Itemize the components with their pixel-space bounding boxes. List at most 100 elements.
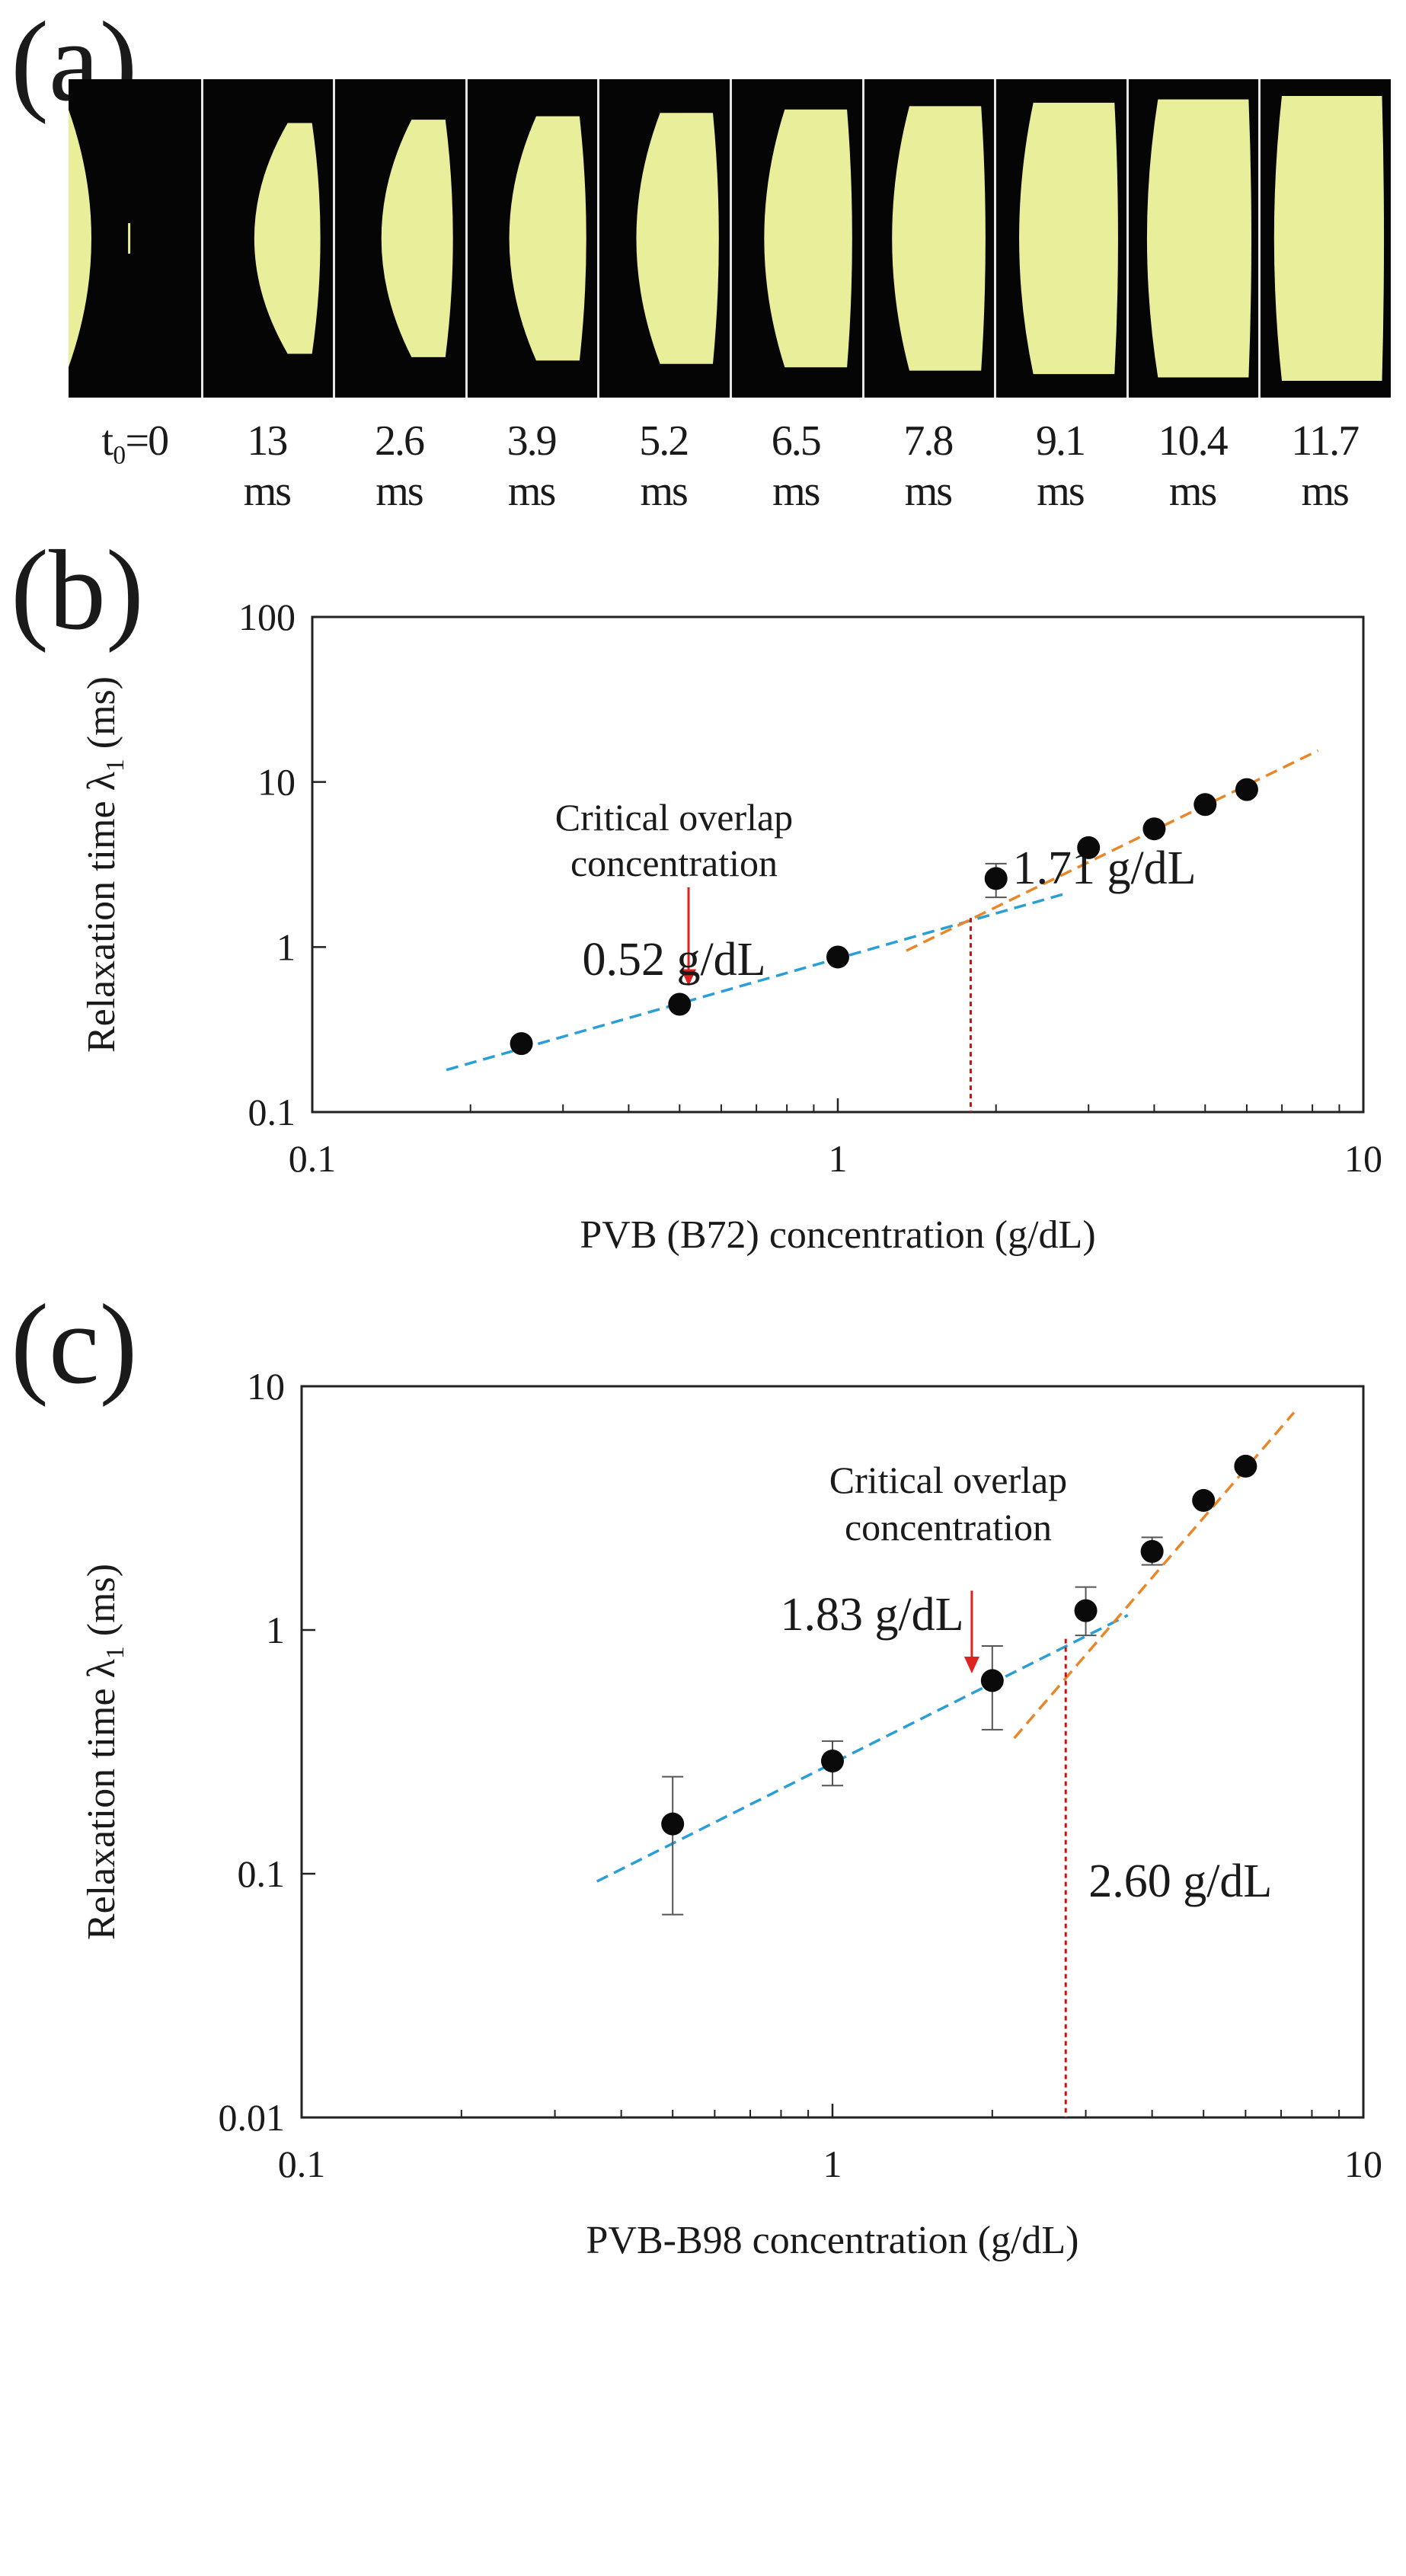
frame-time-unit: ms xyxy=(1301,468,1350,515)
data-point xyxy=(1142,817,1166,841)
x-tick-label: 0.1 xyxy=(289,1137,337,1180)
frame-time-unit: ms xyxy=(904,468,953,515)
frame-time-value: 3.9 xyxy=(506,417,558,465)
fit-line-semi-dilute xyxy=(1013,1411,1296,1740)
frame-time-value: 9.1 xyxy=(1035,417,1086,465)
y-axis-label: Relaxation time λ1 (ms) xyxy=(80,1564,129,1940)
droplet-shape xyxy=(465,79,586,398)
frame-time-label: 7.8 ms xyxy=(862,416,995,516)
frame-time-label: t₀=0 xyxy=(69,416,201,466)
droplet-shape xyxy=(1126,79,1251,398)
frame-divider xyxy=(1258,79,1261,398)
droplet-body xyxy=(509,116,586,361)
frame-time-value: 5.2 xyxy=(639,417,689,465)
y-axis-label-main: Relaxation time λ xyxy=(80,772,123,1053)
droplet-body xyxy=(254,123,321,354)
droplet-body xyxy=(1019,102,1119,375)
frame-divider xyxy=(730,79,732,398)
y-tick-label: 10 xyxy=(257,761,296,804)
frame-time-unit: ms xyxy=(1037,468,1085,515)
strip-frame xyxy=(994,79,1126,398)
frame-time-value: 10.4 xyxy=(1158,417,1229,465)
strip-frame xyxy=(1258,79,1391,398)
data-point xyxy=(1194,793,1217,817)
annotation-text: Critical overlap xyxy=(829,1459,1067,1501)
strip-frame xyxy=(200,79,334,398)
overlap-arrow-head xyxy=(963,1656,979,1673)
frame-time-label: 6.5 ms xyxy=(730,416,862,516)
frame-time-value: 2.6 xyxy=(374,417,425,465)
strip-frame xyxy=(730,79,862,398)
frame-time-value: t₀=0 xyxy=(101,417,169,465)
data-point xyxy=(661,1812,685,1836)
data-point xyxy=(510,1032,533,1056)
frame-time-value: 7.8 xyxy=(903,417,954,465)
crossover-label: 1.71 g/dL xyxy=(1012,842,1196,894)
frame-time-unit: ms xyxy=(772,468,820,515)
chart-b: 0.1 1 10 0.1 1 10 100 PVB (B72) concentration (… xyxy=(80,596,1382,1257)
crossover-label: 2.60 g/dL xyxy=(1088,1855,1272,1907)
y-tick-label: 10 xyxy=(247,1365,285,1408)
droplet-left xyxy=(69,110,91,367)
x-axis-label: PVB (B72) concentration (g/dL) xyxy=(580,1213,1095,1257)
frame-divider xyxy=(994,79,997,398)
droplet-body xyxy=(891,106,986,371)
frame-time-unit: ms xyxy=(640,468,689,515)
droplet-body xyxy=(636,113,720,364)
droplet-shape xyxy=(333,79,453,398)
x-tick-label: 10 xyxy=(1344,2143,1382,2185)
droplet-shape xyxy=(69,110,131,367)
panel-label-b: (b) xyxy=(11,527,144,654)
y-axis-label-unit: (ms) xyxy=(80,1564,123,1646)
strip-frame xyxy=(333,79,465,398)
data-point xyxy=(1140,1539,1164,1563)
frame-time-label: 2.6 ms xyxy=(333,416,465,516)
data-point xyxy=(826,945,849,969)
annotation-text: Critical overlap xyxy=(555,796,793,839)
annotation-text: 0.52 g/dL xyxy=(582,934,765,986)
data-point xyxy=(1074,1599,1098,1622)
y-tick-label: 100 xyxy=(238,596,296,638)
y-tick-label: 1 xyxy=(276,925,296,968)
y-tick-label: 1 xyxy=(266,1609,285,1651)
y-axis-label-unit: (ms) xyxy=(80,676,123,759)
data-point xyxy=(1077,836,1101,859)
data-point xyxy=(821,1750,844,1773)
frame-divider xyxy=(1126,79,1129,398)
frame-time-label: 13 ms xyxy=(201,416,334,516)
droplet-shape xyxy=(861,79,986,398)
frame-time-value: 13 xyxy=(247,417,288,465)
data-point xyxy=(668,992,692,1016)
x-tick-label: 0.1 xyxy=(278,2143,326,2185)
y-tick-label: 0.1 xyxy=(248,1091,296,1133)
annotation-text: 1.83 g/dL xyxy=(780,1589,963,1641)
y-axis-label-subscript: 1 xyxy=(101,1646,129,1659)
droplet-shape xyxy=(200,79,321,398)
frame-time-label: 10.4 ms xyxy=(1126,416,1259,516)
y-axis-label-subscript: 1 xyxy=(101,759,129,772)
panel-label-c: (c) xyxy=(11,1281,138,1408)
frame-time-unit: ms xyxy=(1168,468,1217,515)
frame-time-value: 11.7 xyxy=(1291,417,1360,465)
frame-divider xyxy=(465,79,468,398)
frame-time-label: 9.1 ms xyxy=(994,416,1126,516)
droplet-body xyxy=(1274,96,1385,381)
strip-frame xyxy=(597,79,730,398)
strip-frame xyxy=(861,79,995,398)
overlap-arrow-head xyxy=(681,969,697,986)
frame-time-unit: ms xyxy=(375,468,423,515)
frame-divider xyxy=(861,79,864,398)
data-point xyxy=(984,867,1008,890)
data-point xyxy=(1234,1454,1257,1478)
frame-time-unit: ms xyxy=(507,468,556,515)
data-point xyxy=(1192,1488,1216,1512)
annotation-text: concentration xyxy=(845,1506,1052,1548)
droplet-shape xyxy=(994,79,1119,398)
droplet-frame-strip xyxy=(69,79,1391,398)
frame-time-unit: ms xyxy=(243,468,292,515)
plot-frame xyxy=(311,615,1365,1114)
frame-time-label: 11.7 ms xyxy=(1258,416,1391,516)
x-tick-label: 10 xyxy=(1344,1137,1382,1180)
strip-frame xyxy=(465,79,598,398)
